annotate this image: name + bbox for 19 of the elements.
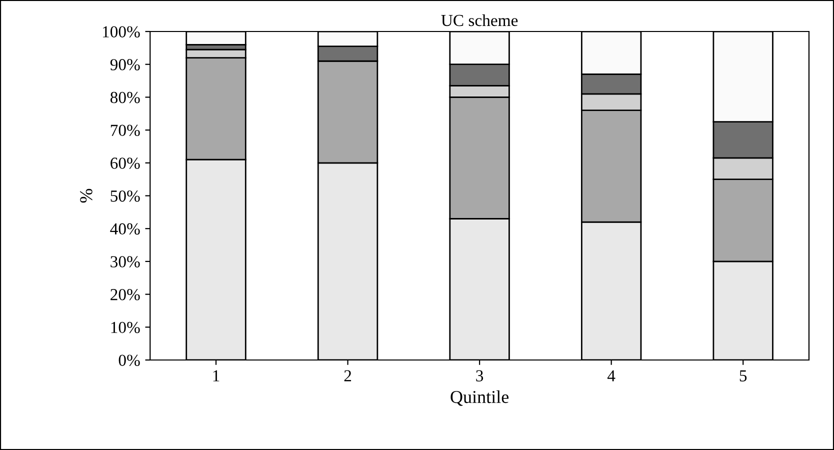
x-tick-label: 2 xyxy=(344,370,352,382)
y-tick-label: 10% xyxy=(111,322,140,334)
x-tick-label: 5 xyxy=(740,370,747,382)
y-tick-label: 50% xyxy=(110,190,140,202)
y-tick-label: 40% xyxy=(110,223,140,235)
y-tick-label: 60% xyxy=(110,158,140,169)
chart-title: UC scheme xyxy=(441,14,518,26)
x-tick-label: 3 xyxy=(476,370,484,382)
y-tick-label: 90% xyxy=(110,59,140,70)
y-tick-label: 80% xyxy=(110,92,140,104)
y-axis-title: % xyxy=(80,188,92,203)
x-tick-label: 4 xyxy=(607,370,616,382)
y-tick-label: 20% xyxy=(110,289,140,300)
y-tick-label: 0% xyxy=(118,354,140,366)
y-tick-label: 70% xyxy=(110,124,140,136)
y-tick-label: 100% xyxy=(102,26,140,38)
y-tick-label: 30% xyxy=(110,256,140,268)
x-axis-title: Quintile xyxy=(450,390,509,406)
x-tick-label: 1 xyxy=(213,370,220,382)
